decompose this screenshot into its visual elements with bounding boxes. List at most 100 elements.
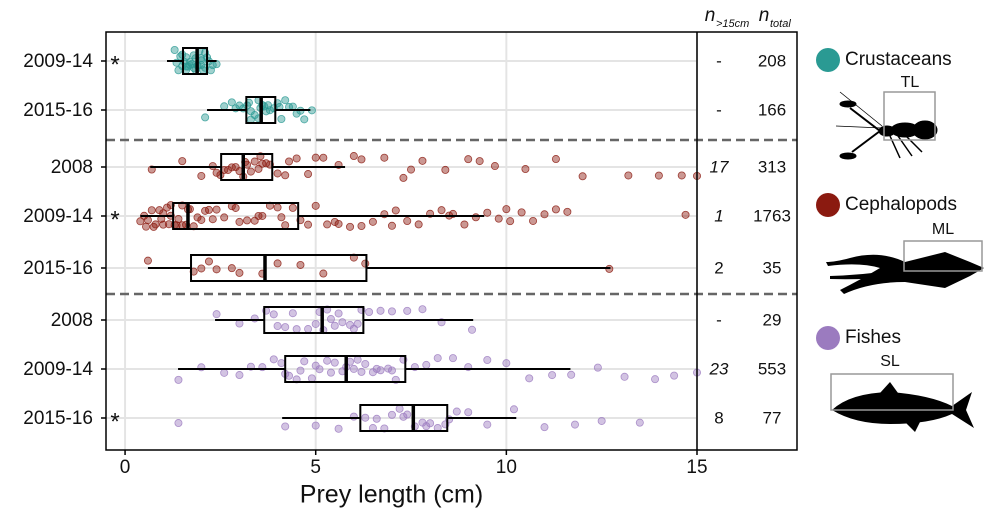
data-point [201, 113, 210, 122]
data-point [403, 217, 412, 226]
data-point [281, 171, 290, 180]
n-total-value: 29 [763, 310, 782, 329]
data-point [265, 106, 274, 115]
data-point [277, 114, 286, 123]
y-tick-label: 2009-14 [23, 359, 93, 380]
data-point [365, 307, 374, 316]
data-point [311, 201, 320, 210]
legend-label: Crustaceans [845, 49, 952, 70]
data-point [677, 171, 686, 180]
data-point [269, 355, 278, 364]
data-point [387, 221, 396, 230]
data-point [212, 265, 221, 274]
plot-background [106, 32, 797, 450]
measure-bracket [903, 240, 983, 272]
data-point [273, 259, 282, 268]
data-point [567, 370, 576, 379]
data-point [285, 157, 294, 166]
data-point [304, 325, 313, 334]
y-tick-label: 2015-16 [23, 408, 93, 429]
data-point [231, 203, 240, 212]
data-point [292, 325, 301, 334]
n-total-value: 313 [758, 157, 786, 176]
data-point [380, 153, 389, 162]
data-point [349, 412, 358, 421]
data-point [353, 355, 362, 364]
data-point [502, 359, 511, 368]
significance-marker: * [110, 51, 119, 78]
data-point [387, 366, 396, 375]
data-point [197, 171, 206, 180]
data-point [235, 268, 244, 277]
data-point [212, 168, 221, 177]
data-point [387, 410, 396, 419]
data-point [353, 319, 362, 328]
table-header-subscript: >15cm [716, 18, 749, 30]
data-point [418, 305, 427, 314]
measure-bracket [883, 91, 936, 141]
measure-label: SL [880, 353, 900, 370]
data-point [597, 416, 606, 425]
data-point [361, 259, 370, 268]
data-point [197, 264, 206, 273]
data-point [174, 215, 183, 224]
box [172, 202, 300, 230]
data-point [143, 216, 152, 225]
data-point [174, 419, 183, 428]
n-gt15-value: 2 [714, 258, 723, 277]
data-point [475, 157, 484, 166]
data-point [593, 363, 602, 372]
table-header-symbol: n [759, 5, 770, 26]
data-point [300, 115, 309, 124]
data-point [334, 424, 343, 433]
data-point [330, 358, 339, 367]
y-tick-label: 2008 [51, 157, 93, 178]
data-point [403, 410, 412, 419]
plot-frame [105, 31, 798, 451]
data-point [387, 307, 396, 316]
data-point [471, 213, 480, 222]
data-point [490, 162, 499, 171]
data-point [357, 367, 366, 376]
x-tick-label: 5 [310, 457, 321, 478]
data-point [330, 321, 339, 330]
data-point [433, 354, 442, 363]
data-point [227, 98, 236, 107]
data-point [281, 422, 290, 431]
data-point [349, 364, 358, 373]
data-point [235, 217, 244, 226]
n-total-value: 1763 [753, 206, 791, 225]
data-point [361, 359, 370, 368]
data-point [136, 217, 145, 226]
box [359, 404, 449, 432]
data-point [250, 157, 259, 166]
data-point [464, 408, 473, 417]
data-point [311, 319, 320, 328]
data-point [548, 371, 557, 380]
data-point [635, 418, 644, 427]
data-point [311, 421, 320, 430]
data-point [311, 361, 320, 370]
data-point [142, 222, 151, 231]
data-point [208, 215, 217, 224]
data-point [300, 357, 309, 366]
data-point [368, 217, 377, 226]
data-point [540, 210, 549, 219]
n-gt15-value: - [716, 51, 722, 70]
data-point [326, 368, 335, 377]
data-point [361, 413, 370, 422]
data-point [529, 216, 538, 225]
box [220, 153, 274, 181]
data-point [681, 210, 690, 219]
data-point [506, 217, 515, 226]
data-point [304, 220, 313, 229]
data-point [246, 167, 255, 176]
data-point [448, 354, 457, 363]
data-point [277, 213, 286, 222]
data-point [357, 155, 366, 164]
data-point [403, 306, 412, 315]
box-group [147, 152, 702, 182]
legend-label: Fishes [845, 327, 901, 348]
data-point [483, 356, 492, 365]
data-point [483, 420, 492, 429]
